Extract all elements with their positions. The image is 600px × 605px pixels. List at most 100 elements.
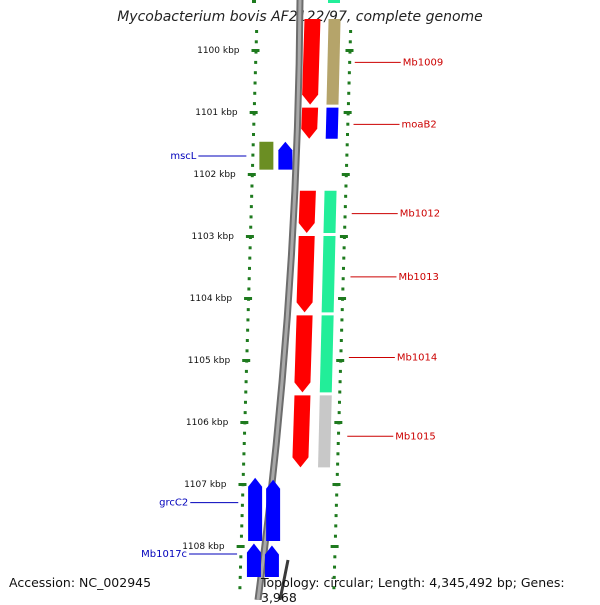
tick-dot [337, 411, 341, 415]
forward-gene-Mb1012 [298, 190, 316, 233]
tick-dot [333, 565, 337, 569]
major-tick [236, 545, 245, 548]
tick-dot [242, 462, 246, 466]
forward-gene-label: moaB2 [402, 119, 437, 130]
major-tick [332, 483, 341, 486]
tick-dot [255, 30, 259, 33]
tick-dot [334, 514, 338, 518]
tick-dot [245, 339, 249, 342]
tick-dot [345, 163, 349, 167]
major-tick [244, 297, 253, 300]
tick-dot [249, 205, 253, 209]
tick-dot [346, 133, 350, 136]
tick-dot [239, 565, 243, 569]
tick-label: 1104 kbp [190, 294, 233, 304]
tick-dot [246, 308, 250, 312]
reverse-gene-mscL [278, 141, 293, 170]
homology-block [321, 236, 336, 313]
reverse-gene-label: grcC2 [159, 498, 188, 509]
tick-dot [341, 287, 345, 291]
tick-dot [339, 339, 343, 342]
tick-label: 1107 kbp [184, 480, 227, 490]
tick-dot [342, 256, 346, 260]
tick-dot [338, 380, 342, 384]
accession-text: Accession: NC_002945 [9, 575, 152, 590]
major-tick [339, 235, 348, 238]
tick-dot [343, 225, 347, 229]
tick-dot [337, 431, 341, 435]
tick-dot [243, 411, 247, 415]
tick-dot [248, 246, 252, 250]
tick-layer: 1100 kbp 1101 kbp 1102 kbp 1103 kbp 1104 kbp… [182, 30, 354, 590]
tick-dot [348, 60, 352, 64]
major-tick [338, 297, 347, 300]
tick-dot [345, 143, 349, 147]
tick-dot [340, 308, 344, 312]
tick-dot [334, 524, 338, 528]
homology-block [319, 315, 334, 393]
forward-gene-label: Mb1012 [400, 209, 440, 220]
major-tick [341, 173, 350, 176]
tick-dot [335, 472, 339, 476]
reverse-gene-label: mscL [170, 151, 196, 162]
tick-dot [349, 30, 353, 33]
tick-dot [342, 246, 346, 250]
forward-gene-label: Mb1015 [395, 431, 435, 442]
tick-dot [239, 534, 243, 538]
tick-dot [240, 503, 244, 507]
tick-dot [348, 40, 352, 44]
tick-dot [347, 91, 351, 95]
tick-dot [334, 503, 338, 507]
tick-dot [254, 50, 258, 54]
tick-dot [246, 328, 250, 332]
forward-gene-Mb1009 [302, 19, 321, 105]
reverse-gene-grcC2 [248, 477, 263, 542]
tick-dot [250, 194, 254, 198]
reverse-gene-grcC2-pair [266, 479, 281, 542]
label-layer: Mb1009 moaB2 Mb1012 Mb1013 Mb1014 Mb1015 mscL g… [141, 57, 443, 560]
tick-dot [242, 452, 246, 456]
tick-dot [238, 586, 242, 590]
tick-dot [344, 194, 348, 198]
tick-dot [253, 91, 257, 95]
tick-label: 1106 kbp [186, 418, 229, 428]
tick-dot [247, 266, 251, 270]
tick-dot [238, 575, 242, 579]
tick-label: 1100 kbp [197, 46, 240, 56]
major-tick [345, 49, 354, 52]
tick-dot [251, 153, 255, 157]
tick-dot [240, 514, 244, 518]
major-tick [334, 421, 343, 424]
tick-dot [239, 555, 243, 559]
tick-dot [248, 256, 252, 260]
tick-dot [249, 225, 253, 229]
tick-dot [250, 184, 254, 188]
tick-dot [246, 318, 250, 322]
tick-dot [338, 369, 342, 373]
major-tick [247, 173, 256, 176]
tick-dot [347, 81, 351, 85]
tick-label: 1108 kbp [182, 542, 225, 552]
tick-label: 1103 kbp [192, 232, 235, 242]
top-stub-right [328, 0, 340, 3]
top-stub-left [252, 0, 256, 3]
gene-layer [246, 19, 321, 577]
tick-dot [332, 586, 336, 590]
forward-gene-Mb1015 [292, 395, 311, 468]
homology-block [323, 190, 337, 233]
tick-dot [333, 534, 337, 538]
tick-dot [345, 153, 349, 157]
tick-dot [340, 328, 344, 332]
top-stub-layer [252, 0, 340, 3]
tick-dot [251, 143, 255, 147]
tick-dot [240, 524, 244, 528]
reverse-gene-olive [259, 141, 274, 170]
major-tick [330, 545, 339, 548]
backbone-outer-edge [278, 559, 290, 600]
tick-dot [339, 349, 343, 353]
tick-label: 1101 kbp [195, 108, 238, 118]
genome-stats-text: Topology: circular; Length: 4,345,492 bp… [261, 575, 565, 605]
major-tick [245, 235, 254, 238]
tick-dot [244, 390, 248, 394]
